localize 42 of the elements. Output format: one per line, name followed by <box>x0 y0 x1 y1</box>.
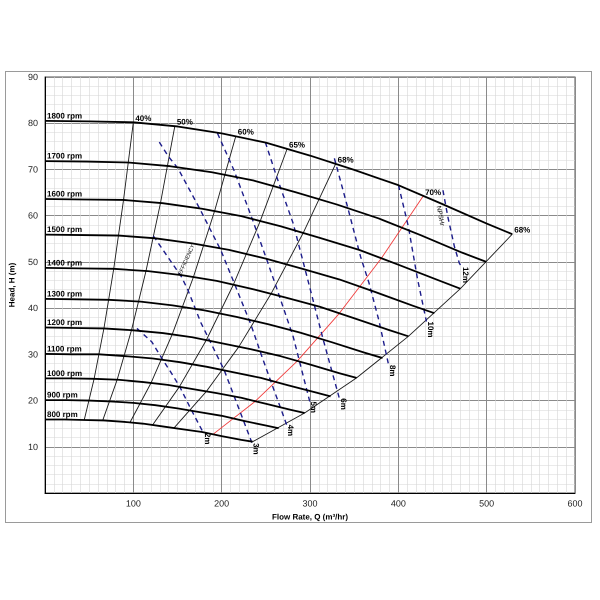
text: 4m <box>286 424 296 436</box>
y-tick-label: 80 <box>28 118 38 128</box>
series-label: 65% <box>289 140 306 150</box>
x-tick-label: 200 <box>214 498 230 508</box>
series-label: 40% <box>135 114 152 123</box>
series-label: 1500 rpm <box>47 225 82 234</box>
text: 6m <box>338 398 348 410</box>
series-label: 1200 rpm <box>47 318 82 328</box>
y-tick-label: 10 <box>28 442 38 452</box>
series-label: 900 rpm <box>47 390 78 400</box>
x-tick-label: 100 <box>126 498 141 508</box>
series-label: 1400 rpm <box>47 258 82 268</box>
text: 5m <box>309 401 318 414</box>
y-tick-label: 90 <box>28 72 38 82</box>
series-label: 1300 rpm <box>47 289 82 298</box>
series-label: 800 rpm <box>47 410 78 420</box>
x-tick-label: 300 <box>302 498 318 508</box>
y-tick-label: 40 <box>28 303 38 314</box>
series-label: 1600 rpm <box>47 190 82 199</box>
series-label: 1000 rpm <box>47 368 82 378</box>
y-tick-label: 20 <box>28 396 38 406</box>
text: 8m <box>388 364 398 377</box>
series-label: 1100 rpm <box>47 344 82 354</box>
text: 12m <box>461 266 470 283</box>
series-label: 50% <box>176 117 193 126</box>
series-label: 68% <box>338 155 354 164</box>
x-axis-title: Flow Rate, Q (m³/hr) <box>272 512 348 522</box>
y-tick-label: 50 <box>28 256 38 267</box>
x-tick-label: 500 <box>479 498 494 508</box>
y-tick-label: 30 <box>28 349 38 360</box>
y-tick-label: 60 <box>28 210 38 221</box>
series-label: 1800 rpm <box>47 111 82 120</box>
series-label: 70% <box>425 188 442 197</box>
series-label: 68% <box>514 226 530 235</box>
series-label: 60% <box>238 128 254 137</box>
text: 3m <box>252 443 261 455</box>
x-tick-label: 600 <box>567 498 583 508</box>
text: 10m <box>426 322 435 338</box>
y-tick-label: 70 <box>28 164 38 174</box>
x-tick-label: 400 <box>390 498 406 508</box>
series-label: 1700 rpm <box>47 152 82 161</box>
y-axis-title: Head, H (m) <box>8 262 16 308</box>
